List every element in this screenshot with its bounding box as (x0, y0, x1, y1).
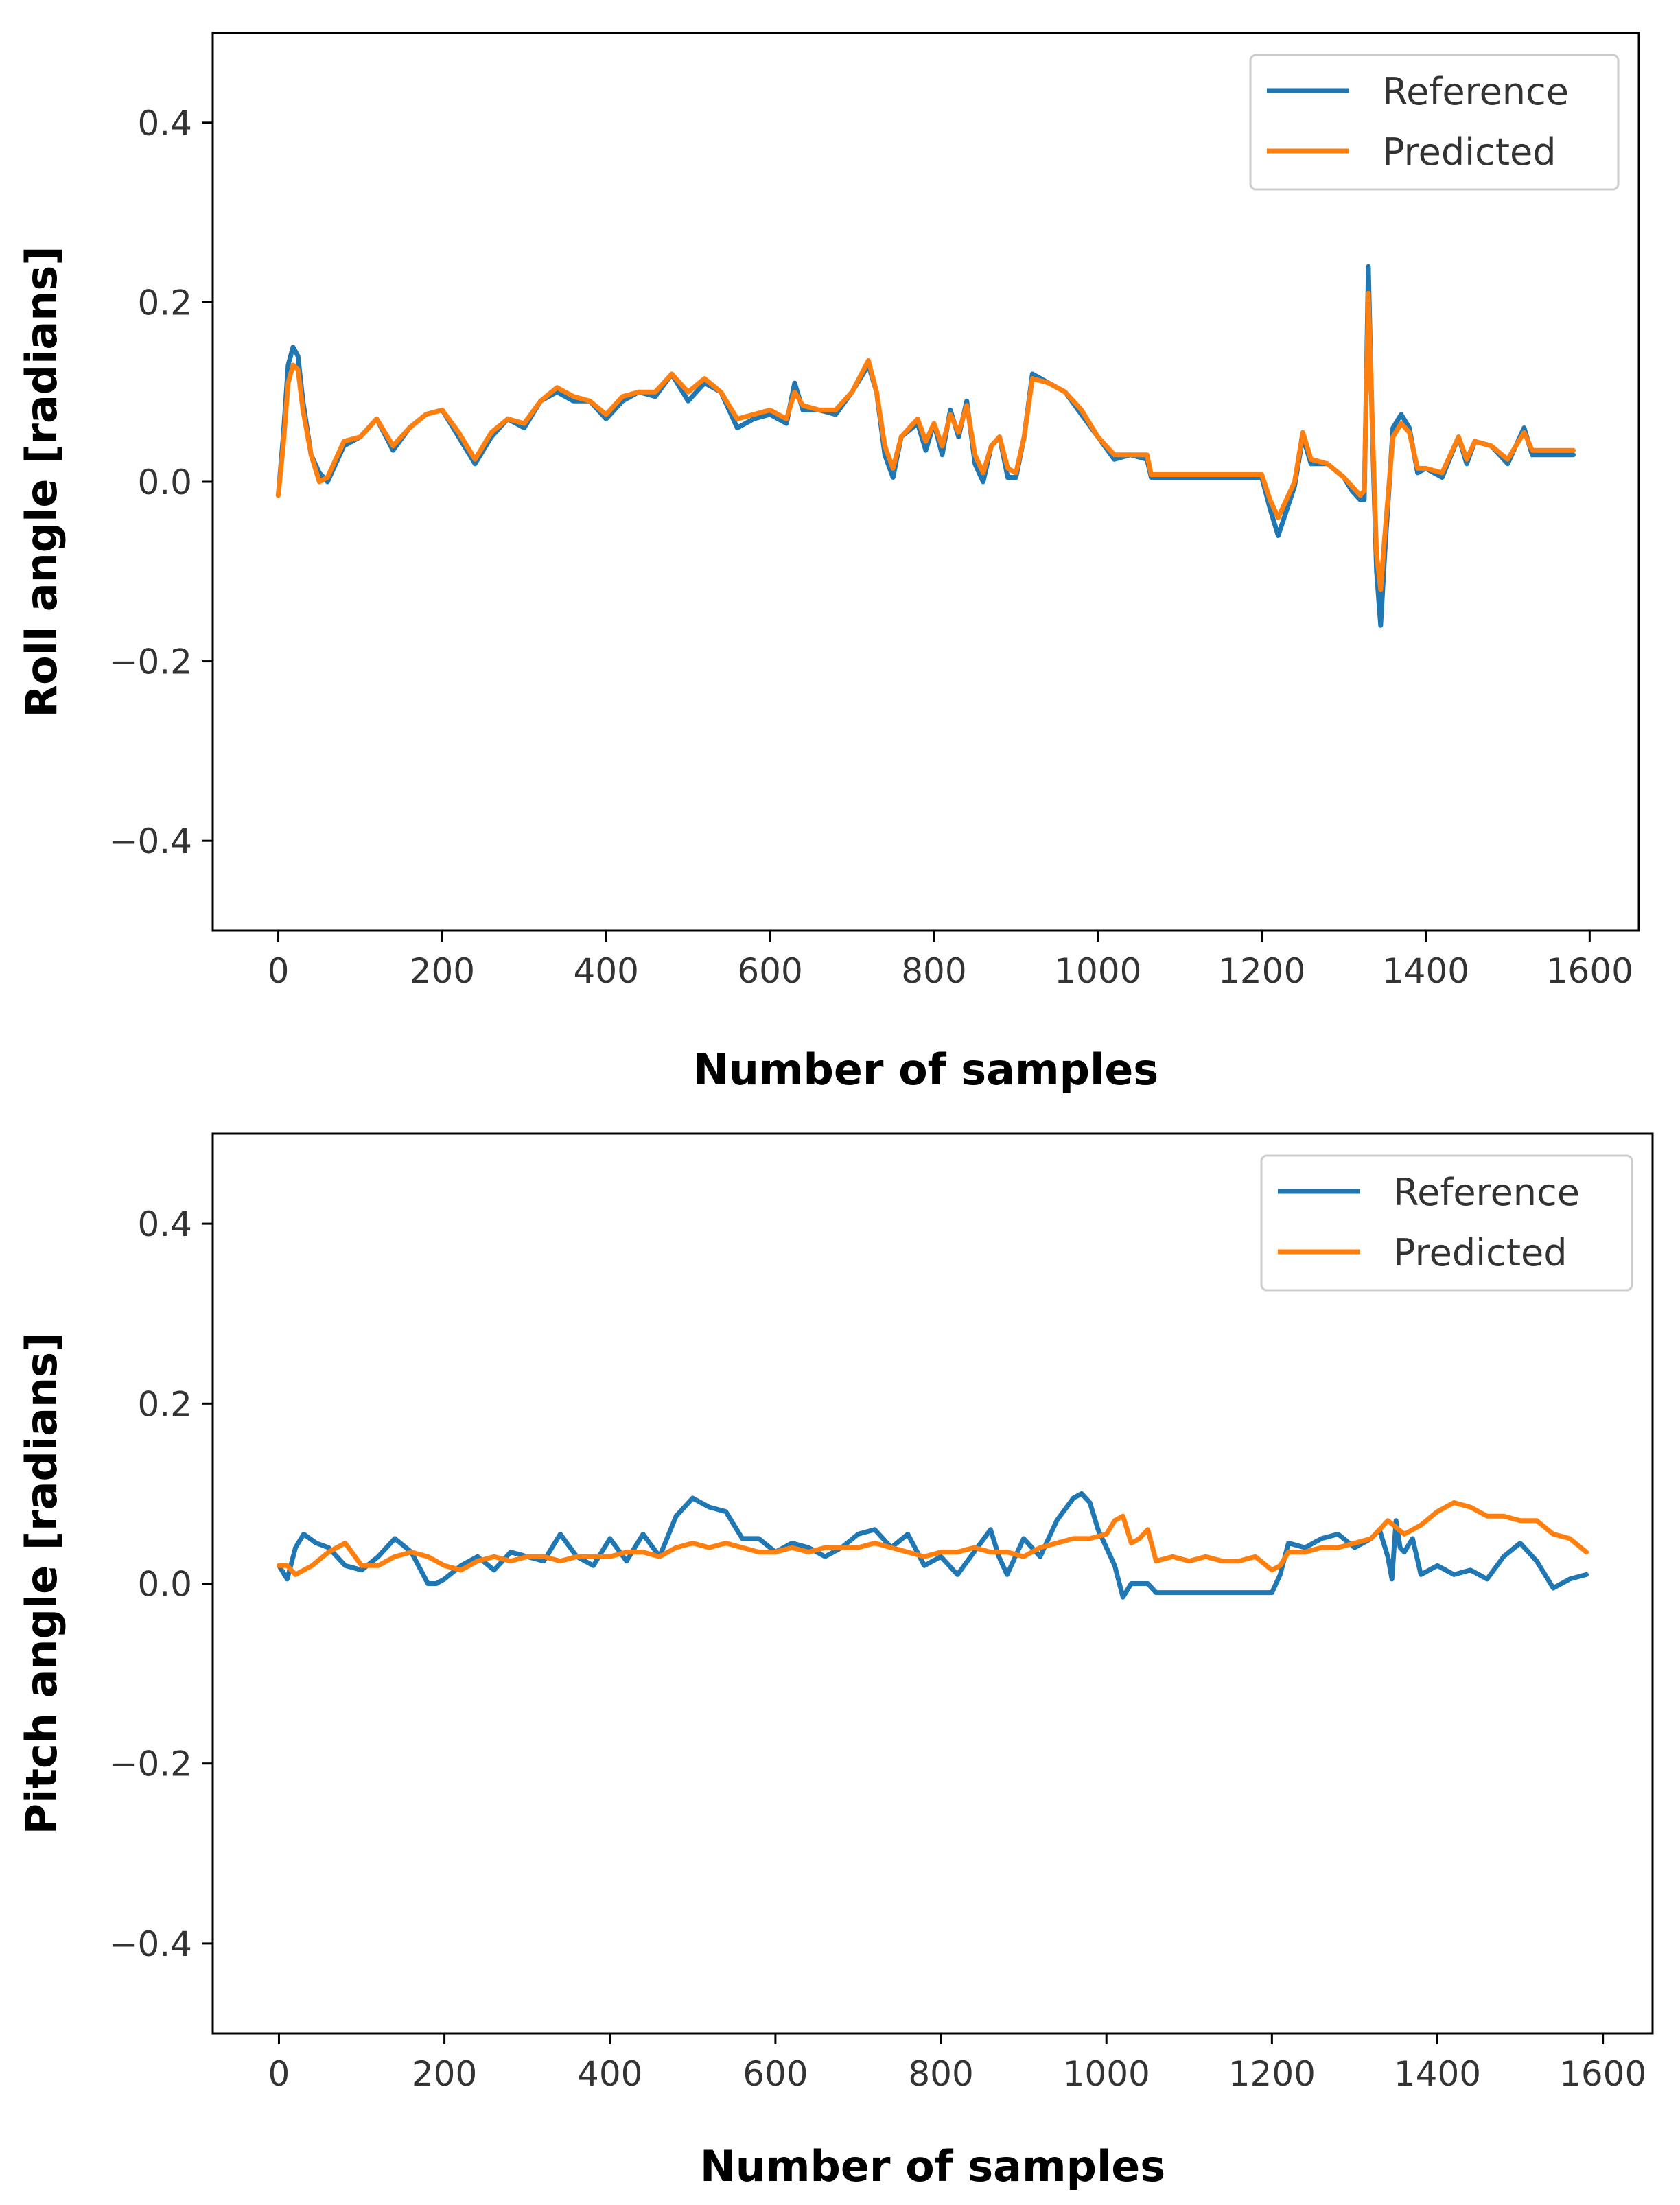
x-tick-label: 800 (908, 2054, 973, 2094)
series-line-reference (277, 1491, 1589, 1600)
legend: Reference Predicted (1249, 54, 1620, 191)
x-tick-label: 1600 (1559, 2054, 1646, 2094)
x-axis-title: Number of samples (700, 2141, 1165, 2191)
x-tick-label: 1400 (1382, 951, 1469, 991)
y-tick-label: 0.0 (137, 463, 192, 502)
y-tick-label: −0.4 (109, 821, 192, 861)
x-tick-label: 600 (743, 2054, 808, 2094)
series-line-predicted (276, 290, 1576, 592)
y-axis-title: Roll angle [radians] (16, 246, 67, 717)
chart-2: 0 200 400 600 800 1000 1200 1400 1600 −0.4 −0.2 0.0… (16, 1132, 1654, 2191)
series-line-reference (276, 264, 1576, 628)
x-tick-label: 1200 (1228, 2054, 1316, 2094)
legend-label-reference: Reference (1382, 70, 1569, 113)
x-tick-label: 1400 (1394, 2054, 1481, 2094)
legend: Reference Predicted (1260, 1154, 1633, 1292)
series-line-predicted (277, 1500, 1589, 1577)
x-tick-label: 400 (577, 2054, 642, 2094)
y-tick-label: 0.2 (137, 283, 192, 323)
x-tick-label: 200 (412, 2054, 477, 2094)
y-tick-label: 0.4 (137, 1204, 192, 1244)
x-axis-title: Number of samples (693, 1045, 1158, 1095)
y-axis-title: Pitch angle [radians] (16, 1333, 67, 1835)
y-tick-label: 0.0 (137, 1565, 192, 1605)
y-tick-label: −0.2 (109, 642, 192, 682)
legend-label-predicted: Predicted (1382, 130, 1556, 174)
chart-1: 0 200 400 600 800 1000 1200 1400 1600 −0.4 −0.2 0.0… (16, 32, 1640, 1095)
legend-label-predicted: Predicted (1393, 1231, 1567, 1274)
y-tick-label: −0.2 (109, 1745, 192, 1784)
x-tick-label: 0 (268, 2054, 290, 2094)
legend-label-reference: Reference (1393, 1171, 1580, 1214)
x-tick-label: 600 (737, 951, 802, 991)
x-tick-label: 1000 (1054, 951, 1141, 991)
y-tick-label: 0.2 (137, 1384, 192, 1424)
x-tick-label: 400 (574, 951, 639, 991)
x-tick-label: 0 (268, 951, 290, 991)
x-tick-label: 800 (901, 951, 966, 991)
y-tick-label: 0.4 (137, 104, 192, 143)
x-tick-label: 1200 (1218, 951, 1305, 991)
y-tick-label: −0.4 (109, 1924, 192, 1964)
x-tick-label: 1000 (1063, 2054, 1150, 2094)
x-tick-label: 200 (410, 951, 475, 991)
x-tick-label: 1600 (1546, 951, 1633, 991)
